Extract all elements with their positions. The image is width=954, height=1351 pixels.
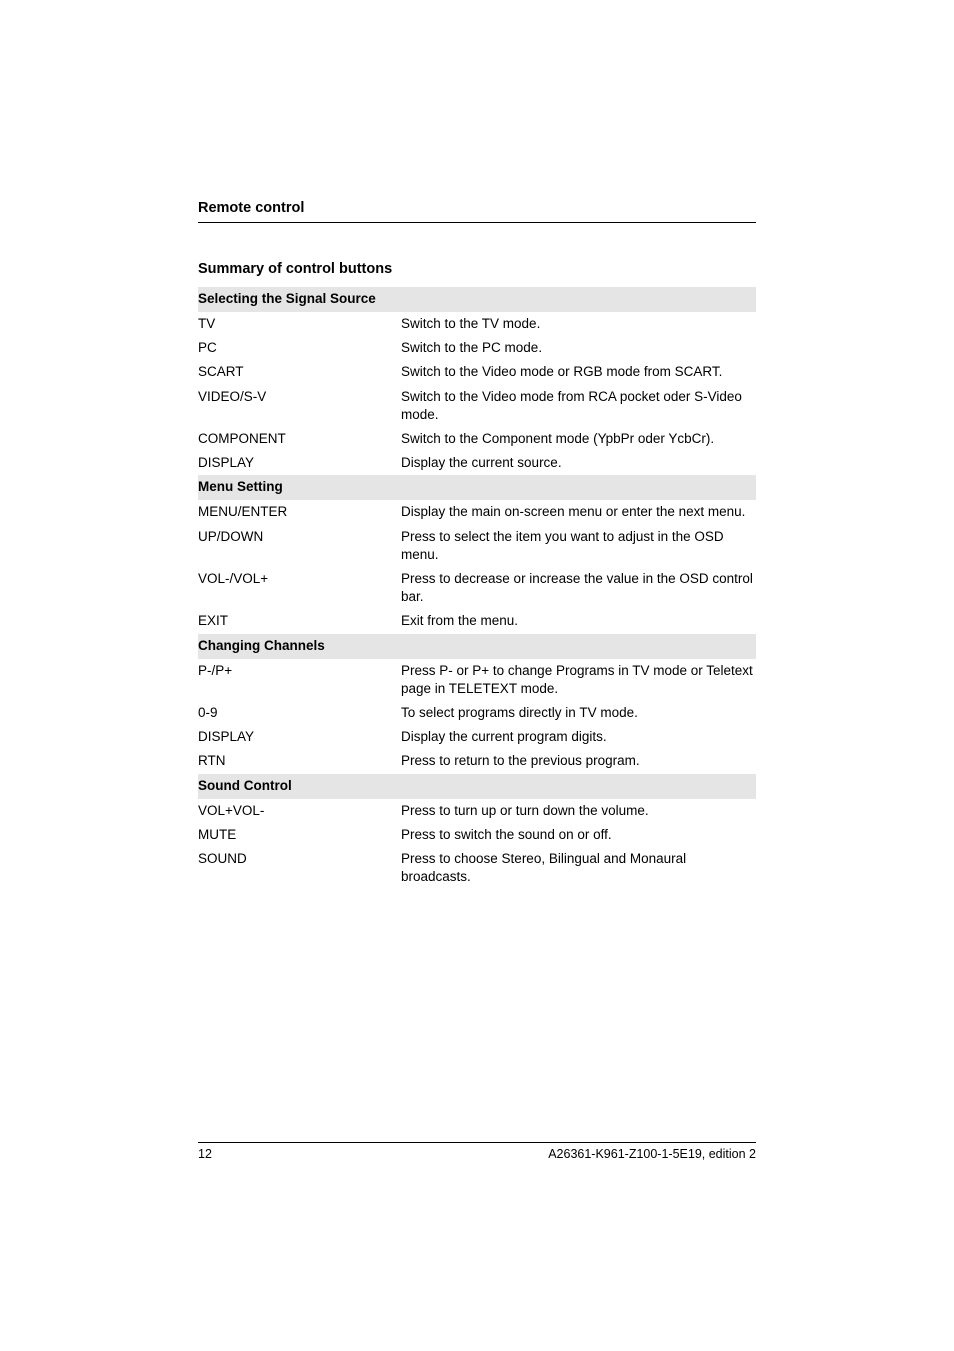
val: Switch to the TV mode. bbox=[401, 315, 756, 333]
row-pc: PC Switch to the PC mode. bbox=[198, 336, 756, 360]
key: MENU/ENTER bbox=[198, 503, 401, 521]
key: RTN bbox=[198, 752, 401, 770]
row-vol-updown: VOL+VOL- Press to turn up or turn down t… bbox=[198, 799, 756, 823]
key: PC bbox=[198, 339, 401, 357]
val: Display the current program digits. bbox=[401, 728, 756, 746]
val: Switch to the Component mode (YpbPr oder… bbox=[401, 430, 756, 448]
section-header-menu-setting: Menu Setting bbox=[198, 475, 756, 500]
val: Press to switch the sound on or off. bbox=[401, 826, 756, 844]
row-mute: MUTE Press to switch the sound on or off… bbox=[198, 823, 756, 847]
row-0-9: 0-9 To select programs directly in TV mo… bbox=[198, 701, 756, 725]
key: SOUND bbox=[198, 850, 401, 886]
key: COMPONENT bbox=[198, 430, 401, 448]
section-header-sound-control: Sound Control bbox=[198, 774, 756, 799]
val: Display the main on-screen menu or enter… bbox=[401, 503, 756, 521]
val: Press to decrease or increase the value … bbox=[401, 570, 756, 606]
footer-page-number: 12 bbox=[198, 1147, 212, 1161]
page-header-title: Remote control bbox=[198, 200, 756, 216]
key: VOL-/VOL+ bbox=[198, 570, 401, 606]
key: MUTE bbox=[198, 826, 401, 844]
header-rule bbox=[198, 222, 756, 223]
row-scart: SCART Switch to the Video mode or RGB mo… bbox=[198, 360, 756, 384]
val: Switch to the PC mode. bbox=[401, 339, 756, 357]
row-display-source: DISPLAY Display the current source. bbox=[198, 451, 756, 475]
val: Press to return to the previous program. bbox=[401, 752, 756, 770]
summary-heading: Summary of control buttons bbox=[198, 261, 756, 277]
val: Exit from the menu. bbox=[401, 612, 756, 630]
footer-doc-id: A26361-K961-Z100-1-5E19, edition 2 bbox=[548, 1147, 756, 1161]
section-header-signal-source: Selecting the Signal Source bbox=[198, 287, 756, 312]
key: VOL+VOL- bbox=[198, 802, 401, 820]
val: Press to select the item you want to adj… bbox=[401, 528, 756, 564]
row-up-down: UP/DOWN Press to select the item you wan… bbox=[198, 525, 756, 567]
row-vol-pm: VOL-/VOL+ Press to decrease or increase … bbox=[198, 567, 756, 609]
row-sound: SOUND Press to choose Stereo, Bilingual … bbox=[198, 847, 756, 889]
page-footer: 12 A26361-K961-Z100-1-5E19, edition 2 bbox=[198, 1142, 756, 1161]
row-video-sv: VIDEO/S-V Switch to the Video mode from … bbox=[198, 385, 756, 427]
page: Remote control Summary of control button… bbox=[0, 0, 954, 1351]
val: Press to choose Stereo, Bilingual and Mo… bbox=[401, 850, 756, 886]
val: Display the current source. bbox=[401, 454, 756, 472]
key: TV bbox=[198, 315, 401, 333]
row-tv: TV Switch to the TV mode. bbox=[198, 312, 756, 336]
key: P-/P+ bbox=[198, 662, 401, 698]
key: EXIT bbox=[198, 612, 401, 630]
val: Switch to the Video mode from RCA pocket… bbox=[401, 388, 756, 424]
key: 0-9 bbox=[198, 704, 401, 722]
key: VIDEO/S-V bbox=[198, 388, 401, 424]
row-component: COMPONENT Switch to the Component mode (… bbox=[198, 427, 756, 451]
key: DISPLAY bbox=[198, 728, 401, 746]
key: DISPLAY bbox=[198, 454, 401, 472]
row-p-pm: P-/P+ Press P- or P+ to change Programs … bbox=[198, 659, 756, 701]
row-rtn: RTN Press to return to the previous prog… bbox=[198, 749, 756, 773]
footer-rule bbox=[198, 1142, 756, 1143]
val: Press P- or P+ to change Programs in TV … bbox=[401, 662, 756, 698]
val: Press to turn up or turn down the volume… bbox=[401, 802, 756, 820]
val: To select programs directly in TV mode. bbox=[401, 704, 756, 722]
row-display-prog: DISPLAY Display the current program digi… bbox=[198, 725, 756, 749]
row-exit: EXIT Exit from the menu. bbox=[198, 609, 756, 633]
key: SCART bbox=[198, 363, 401, 381]
val: Switch to the Video mode or RGB mode fro… bbox=[401, 363, 756, 381]
row-menu-enter: MENU/ENTER Display the main on-screen me… bbox=[198, 500, 756, 524]
section-header-changing-channels: Changing Channels bbox=[198, 634, 756, 659]
key: UP/DOWN bbox=[198, 528, 401, 564]
